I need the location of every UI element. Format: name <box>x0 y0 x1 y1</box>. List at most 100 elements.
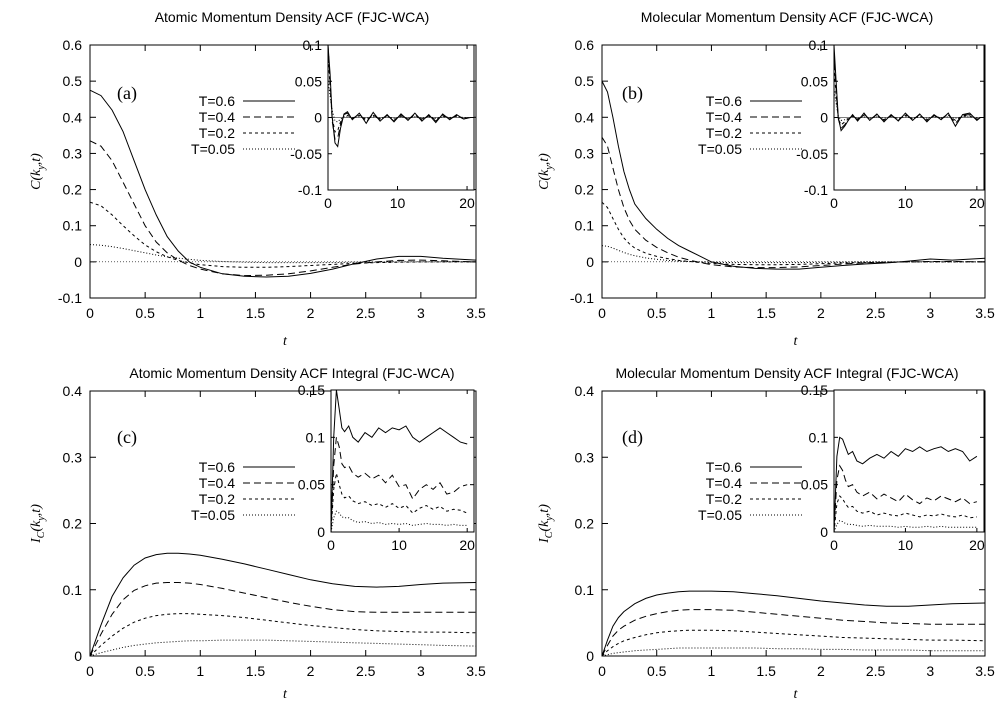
main-x-tick-label: 1.5 <box>756 663 776 679</box>
panel-label: (b) <box>622 83 643 104</box>
main-y-tick-label: 0.4 <box>575 383 595 399</box>
chart-title: Molecular Momentum Density ACF (FJC-WCA) <box>641 9 934 25</box>
legend-label: T=0.6 <box>199 93 235 109</box>
inset-background <box>331 390 474 532</box>
main-y-tick-label: 0.6 <box>575 37 595 53</box>
inset-y-tick-label: -0.05 <box>290 146 322 162</box>
y-axis-label-part: ,t) <box>537 153 552 165</box>
inset-y-tick-label: 0 <box>820 524 828 540</box>
inset-x-tick-label: 20 <box>459 195 475 211</box>
inset-y-tick-label: 0.05 <box>295 73 322 89</box>
y-axis-label-part: C <box>36 531 47 538</box>
main-y-tick-label: 0.4 <box>575 109 595 125</box>
inset-x-tick-label: 20 <box>969 537 985 553</box>
main-x-tick-label: 3.5 <box>975 663 995 679</box>
y-axis-label-part: (k <box>537 520 552 532</box>
inset-y-tick-label: 0.05 <box>298 477 325 493</box>
inset-y-tick-label: -0.1 <box>804 182 828 198</box>
inset-x-tick-label: 10 <box>390 195 406 211</box>
main-x-tick-label: 3.5 <box>466 663 486 679</box>
main-y-tick-label: 0 <box>74 648 82 664</box>
legend-label: T=0.6 <box>706 459 742 475</box>
main-x-tick-label: 3.5 <box>466 305 486 321</box>
main-y-tick-label: 0.4 <box>63 109 83 125</box>
main-y-tick-label: 0.2 <box>575 516 595 532</box>
main-y-tick-label: 0.5 <box>63 73 83 89</box>
inset-series-T_0_2 <box>330 473 468 533</box>
legend-label: T=0.05 <box>191 141 235 157</box>
inset-x-tick-label: 10 <box>391 537 407 553</box>
inset-x-tick-label: 0 <box>324 195 332 211</box>
main-y-tick-label: 0.1 <box>63 218 83 234</box>
legend-label: T=0.6 <box>706 93 742 109</box>
main-series-T_0_6 <box>601 590 986 657</box>
panel-label: (a) <box>117 83 137 104</box>
y-axis-label-part: ,t) <box>29 153 44 165</box>
inset-x-tick-label: 10 <box>898 537 914 553</box>
main-series-T_0_6 <box>601 80 986 270</box>
main-y-tick-label: 0 <box>74 254 82 270</box>
legend-label: T=0.6 <box>199 459 235 475</box>
legend-label: T=0.05 <box>698 141 742 157</box>
inset-y-tick-label: 0.1 <box>809 37 829 53</box>
y-axis-label-part: I <box>29 537 44 544</box>
y-axis-label: C(ky,t) <box>537 153 555 190</box>
main-x-tick-label: 2.5 <box>866 305 886 321</box>
x-axis-label: t <box>283 687 288 702</box>
inset-y-tick-label: 0.05 <box>801 73 828 89</box>
y-axis-label: C(ky,t) <box>29 153 47 190</box>
y-axis-label-part: y <box>544 165 555 171</box>
y-axis-label-part: C(k <box>29 169 44 190</box>
main-frame <box>601 44 986 299</box>
y-axis-label-part: ,t) <box>29 504 44 516</box>
main-y-tick-label: 0.1 <box>63 582 83 598</box>
main-series-T_0_2 <box>601 201 985 266</box>
main-series-T_0_05 <box>601 647 985 657</box>
panel-label: (c) <box>117 427 137 448</box>
main-x-tick-label: 0 <box>598 305 606 321</box>
main-x-tick-label: 1 <box>708 305 716 321</box>
main-y-tick-label: 0.2 <box>63 516 83 532</box>
main-frame <box>89 44 477 299</box>
main-x-tick-label: 1 <box>196 305 204 321</box>
main-y-tick-label: 0.2 <box>63 182 83 198</box>
inset-series-T_0_05 <box>327 81 471 123</box>
inset-frame <box>330 389 475 533</box>
inset-y-tick-label: 0 <box>317 524 325 540</box>
main-x-tick-label: 0 <box>598 663 606 679</box>
inset-y-tick-label: 0.05 <box>801 477 828 493</box>
inset-series-T_0_4 <box>833 52 981 130</box>
inset-y-tick-label: 0.15 <box>801 382 828 398</box>
inset-x-tick-label: 20 <box>969 195 985 211</box>
inset-y-tick-label: -0.05 <box>796 146 828 162</box>
main-series-T_0_4 <box>89 582 476 657</box>
inset-y-tick-label: 0.15 <box>298 382 325 398</box>
inset-series-T_0_05 <box>833 520 977 533</box>
legend-label: T=0.2 <box>706 491 742 507</box>
legend-label: T=0.05 <box>698 507 742 523</box>
main-x-tick-label: 2 <box>817 305 825 321</box>
main-y-tick-label: 0.3 <box>63 145 83 161</box>
main-x-tick-label: 0.5 <box>647 305 667 321</box>
chart-title: Atomic Momentum Density ACF Integral (FJ… <box>129 365 454 381</box>
main-y-tick-label: 0 <box>586 648 594 664</box>
y-axis-label-part: I <box>537 537 552 544</box>
main-series-T_0_2 <box>89 613 477 657</box>
chart-panel-b: Molecular Momentum Density ACF (FJC-WCA)… <box>537 9 995 349</box>
chart-title: Atomic Momentum Density ACF (FJC-WCA) <box>155 9 430 25</box>
main-x-tick-label: 1.5 <box>246 305 266 321</box>
inset-series-T_0_2 <box>833 495 977 533</box>
x-axis-label: t <box>794 687 799 702</box>
inset-series-T_0_6 <box>330 389 468 533</box>
main-series-T_0_2 <box>89 201 476 268</box>
main-y-tick-label: 0.1 <box>575 582 595 598</box>
main-x-tick-label: 1.5 <box>756 305 776 321</box>
inset-series-T_0_2 <box>833 66 981 126</box>
inset-series-T_0_4 <box>327 44 471 141</box>
chart-title: Molecular Momentum Density ACF Integral … <box>615 365 958 381</box>
main-x-tick-label: 2 <box>307 663 315 679</box>
legend-label: T=0.4 <box>706 475 742 491</box>
legend-label: T=0.2 <box>199 491 235 507</box>
main-y-tick-label: -0.1 <box>58 290 82 306</box>
